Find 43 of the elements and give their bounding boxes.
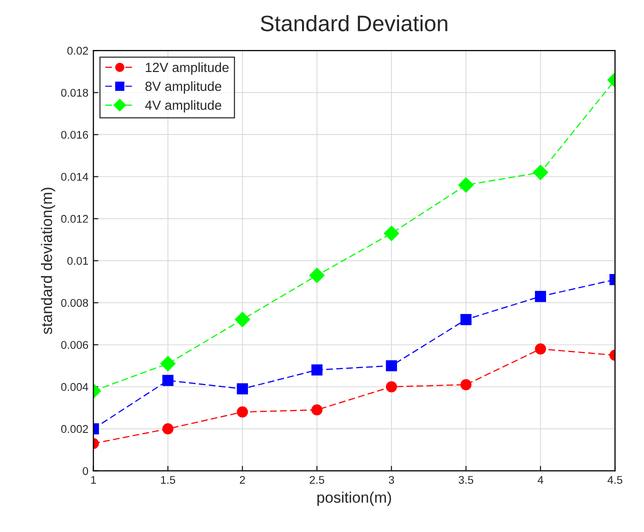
x-tick-label: 3 bbox=[388, 476, 394, 484]
y-tick-label: 0.002 bbox=[61, 425, 88, 433]
point bbox=[386, 360, 398, 372]
y-tick-label: 0.006 bbox=[61, 341, 88, 349]
x-tick-label: 1.5 bbox=[161, 476, 176, 484]
point bbox=[534, 343, 546, 354]
point bbox=[162, 423, 174, 434]
point bbox=[234, 312, 250, 328]
point bbox=[384, 226, 400, 241]
point bbox=[236, 406, 248, 418]
y-tick-label: 0 bbox=[82, 467, 88, 475]
legend-label: 8V amplitude bbox=[145, 81, 222, 94]
y-axis-title: standard deviation(m) bbox=[40, 188, 56, 334]
y-tick-label: 0.012 bbox=[61, 214, 88, 223]
x-tick-label: 4 bbox=[538, 476, 544, 484]
point bbox=[532, 164, 548, 180]
point bbox=[236, 383, 248, 394]
y-tick-label: 0.016 bbox=[61, 130, 88, 139]
y-tick-label: 0.004 bbox=[61, 383, 88, 391]
point bbox=[160, 356, 176, 372]
point bbox=[309, 268, 325, 283]
y-tick-label: 0.018 bbox=[61, 88, 88, 97]
point bbox=[460, 379, 472, 390]
chart-title: Standard Deviation bbox=[260, 14, 448, 32]
y-tick-label: 0.01 bbox=[67, 256, 88, 265]
point bbox=[458, 177, 474, 193]
point bbox=[386, 381, 398, 392]
point bbox=[311, 404, 322, 416]
x-axis-title: position(m) bbox=[317, 492, 392, 506]
x-tick-label: 4.5 bbox=[608, 476, 622, 484]
x-tick-label: 2 bbox=[240, 476, 245, 484]
point bbox=[311, 364, 322, 376]
y-tick-label: 0.008 bbox=[61, 298, 88, 307]
point bbox=[534, 290, 546, 302]
point bbox=[162, 374, 174, 386]
point bbox=[460, 314, 472, 326]
y-tick-label: 0.014 bbox=[61, 172, 88, 181]
legend-label: 12V amplitude bbox=[146, 62, 229, 75]
legend-label: 4V amplitude bbox=[145, 100, 222, 113]
y-tick-label: 0.02 bbox=[67, 46, 88, 55]
x-tick-label: 3.5 bbox=[458, 476, 474, 484]
x-tick-label: 2.5 bbox=[310, 476, 324, 484]
x-tick-label: 1 bbox=[91, 476, 96, 484]
